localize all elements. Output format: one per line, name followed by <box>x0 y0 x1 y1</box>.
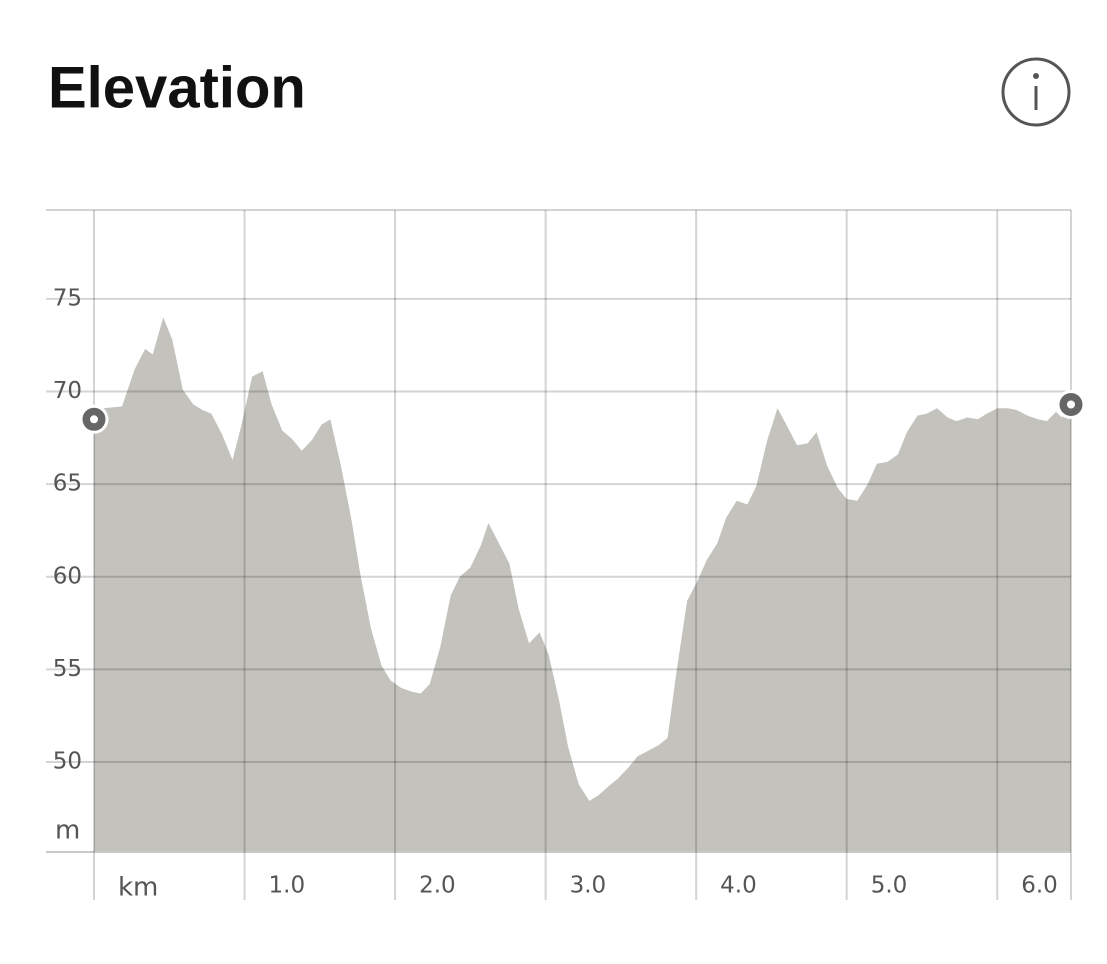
y-tick-label: 50 <box>53 748 82 774</box>
info-button[interactable] <box>1001 57 1071 127</box>
x-tick-label: 4.0 <box>720 873 757 899</box>
chart-title: Elevation <box>48 55 306 120</box>
x-tick-label: 2.0 <box>419 873 456 899</box>
y-tick-label: 70 <box>53 378 82 404</box>
x-tick-label: 3.0 <box>570 873 607 899</box>
x-axis-label: km <box>118 873 158 903</box>
y-axis-label: m <box>55 816 80 846</box>
y-tick-label: 75 <box>53 285 82 311</box>
x-tick-label: 1.0 <box>269 873 306 899</box>
info-icon[interactable] <box>1001 57 1071 127</box>
y-tick-label: 60 <box>53 563 82 589</box>
marker-center <box>90 415 98 424</box>
y-tick-label: 65 <box>53 471 82 497</box>
x-tick-label: 5.0 <box>871 873 908 899</box>
x-tick-label: 6.0 <box>1021 873 1058 899</box>
elevation-area <box>94 317 1071 852</box>
marker-center <box>1067 400 1075 409</box>
info-dot <box>1033 73 1039 79</box>
y-tick-label: 55 <box>53 656 82 682</box>
